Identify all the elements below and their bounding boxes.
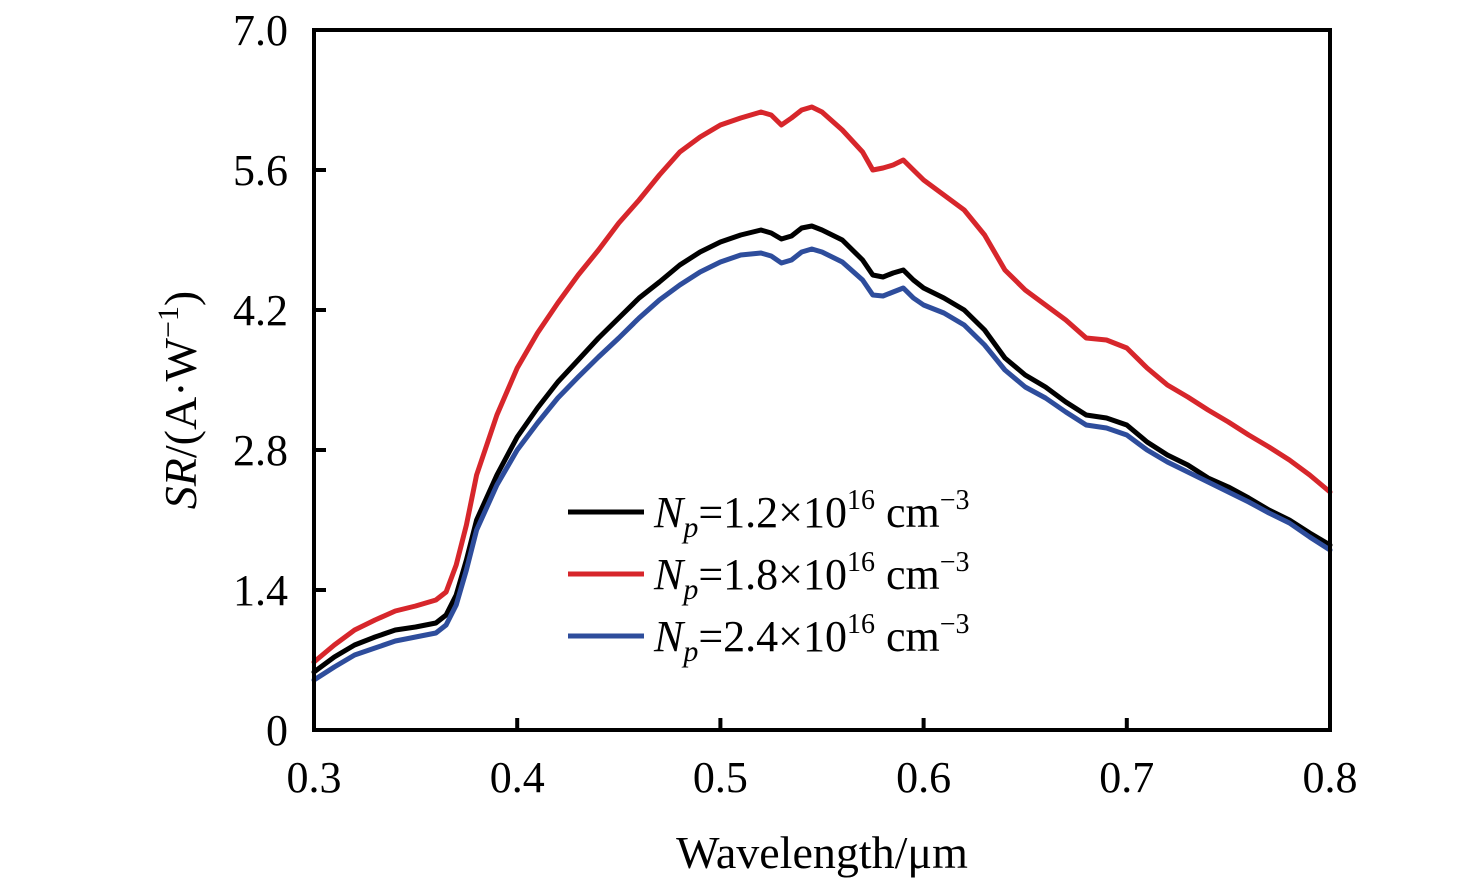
y-tick-label: 7.0 bbox=[233, 6, 288, 55]
y-tick-label: 0 bbox=[266, 706, 288, 755]
legend-item-1: Np=1.2×1016 cm−3 bbox=[568, 485, 970, 544]
y-axis-title: SR/(A·W−1) bbox=[152, 291, 206, 509]
legend-item-3: Np=2.4×1016 cm−3 bbox=[568, 609, 970, 668]
x-axis-title: Wavelength/μm bbox=[676, 827, 968, 878]
y-tick-label: 4.2 bbox=[233, 286, 288, 335]
legend: Np=1.2×1016 cm−3Np=1.8×1016 cm−3Np=2.4×1… bbox=[568, 485, 970, 668]
plot-frame bbox=[312, 28, 1332, 732]
legend-label: Np=1.8×1016 cm−3 bbox=[653, 547, 970, 606]
x-tick-label: 0.5 bbox=[693, 753, 748, 802]
y-tick-label: 5.6 bbox=[233, 146, 288, 195]
series-line-3 bbox=[311, 246, 1333, 683]
axis-ticks: 0.3 0.4 0.5 0.6 0.7 0.8 0 1.4 2.8 4.2 5.6 7.0 bbox=[233, 6, 1358, 802]
axis-titles: Wavelength/μm SR/(A·W−1) bbox=[152, 291, 968, 878]
y-tick-label: 2.8 bbox=[233, 426, 288, 475]
series-layer bbox=[311, 104, 1333, 683]
series-line-2 bbox=[311, 104, 1333, 665]
legend-label: Np=2.4×1016 cm−3 bbox=[653, 609, 970, 668]
plot-border bbox=[312, 28, 1332, 732]
x-tick-label: 0.4 bbox=[490, 753, 545, 802]
series-line-1 bbox=[311, 223, 1333, 675]
x-tick-label: 0.7 bbox=[1099, 753, 1154, 802]
y-tick-label: 1.4 bbox=[233, 566, 288, 615]
legend-label: Np=1.2×1016 cm−3 bbox=[653, 485, 970, 544]
x-tick-label: 0.8 bbox=[1303, 753, 1358, 802]
x-tick-label: 0.3 bbox=[287, 753, 342, 802]
x-tick-label: 0.6 bbox=[896, 753, 951, 802]
legend-item-2: Np=1.8×1016 cm−3 bbox=[568, 547, 970, 606]
